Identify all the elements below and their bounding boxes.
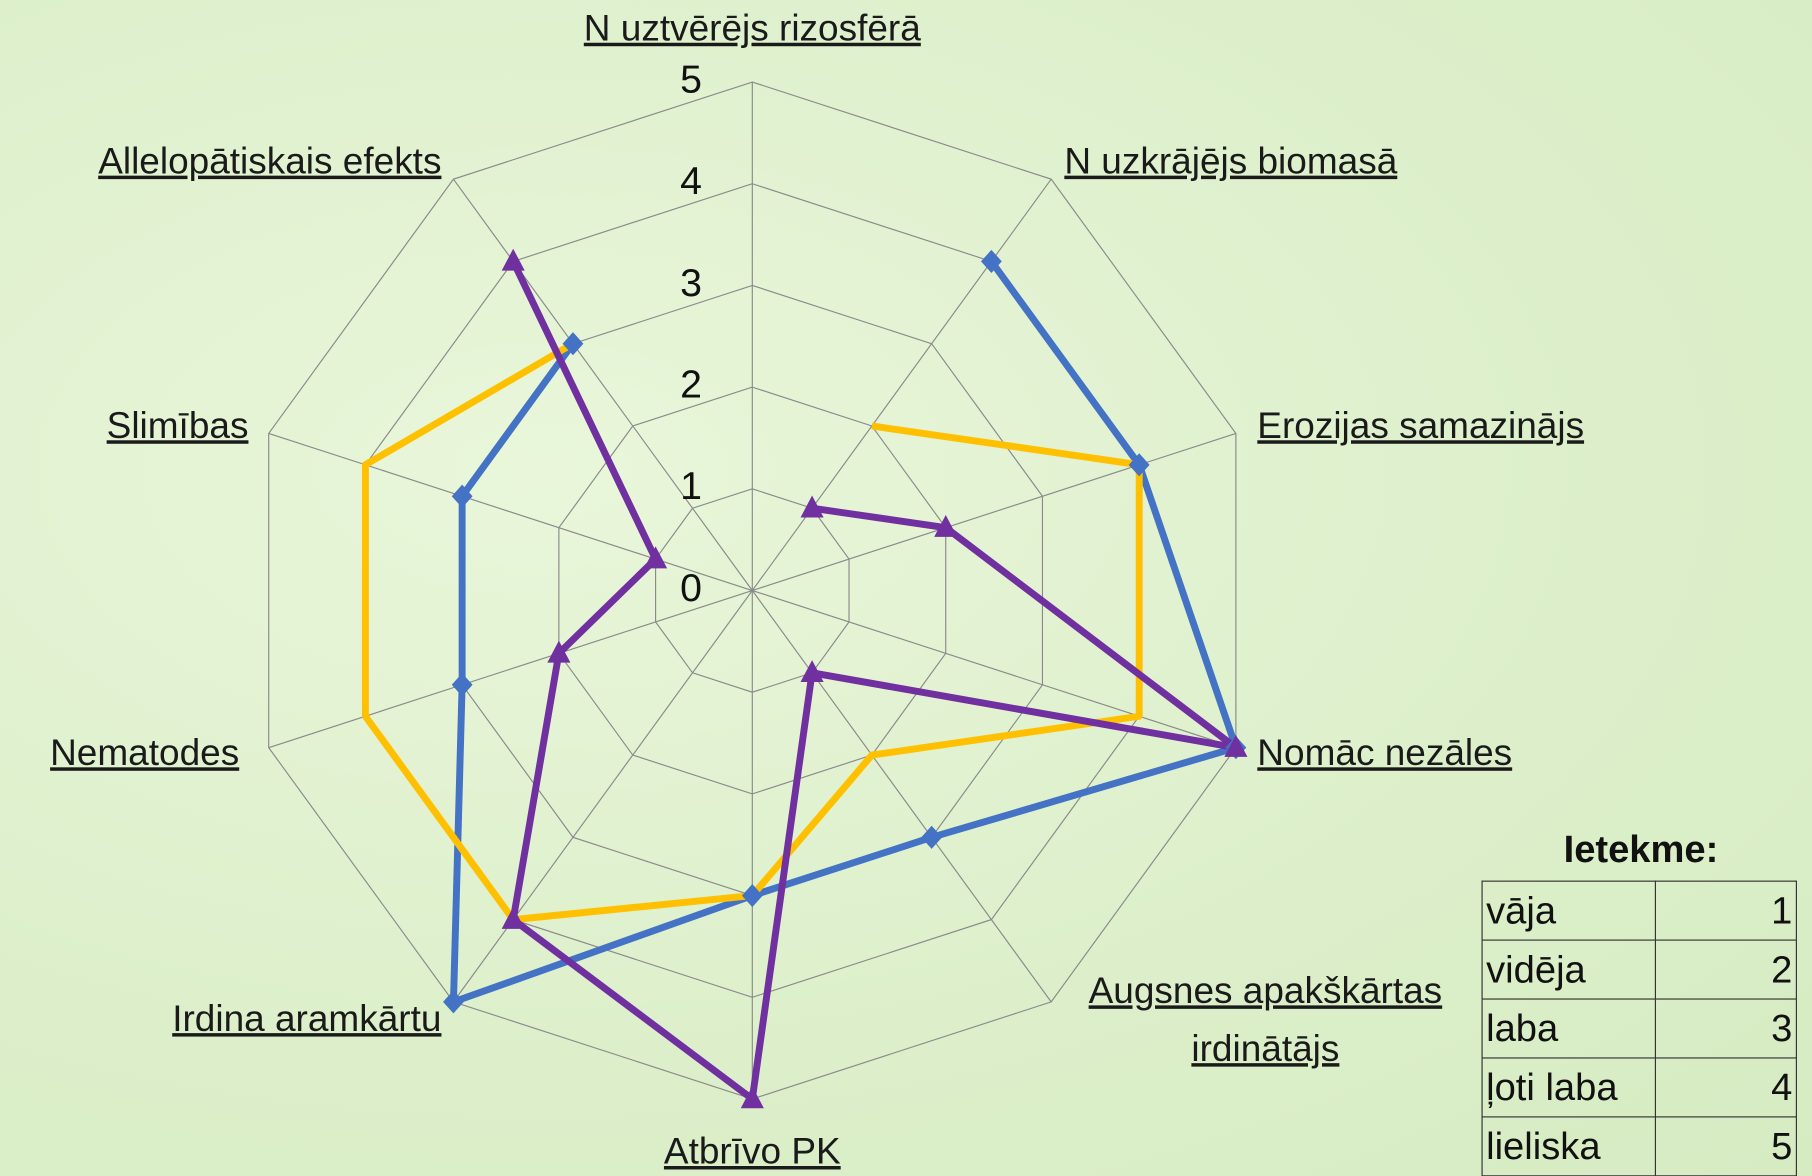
r-tick-label: 3: [680, 261, 702, 305]
spoke: [268, 589, 753, 749]
spoke: [752, 589, 1237, 749]
category-label: Irdina aramkārtu: [172, 997, 442, 1039]
table-row: ļoti laba 4: [1481, 1057, 1797, 1118]
table-cell: vidēja: [1481, 939, 1656, 1000]
r-tick-label: 2: [680, 363, 702, 407]
marker: [800, 660, 824, 683]
category-label: Atbrīvo PK: [663, 1130, 841, 1172]
table-cell: 2: [1654, 939, 1797, 1000]
spoke: [452, 178, 753, 591]
table-cell: laba: [1481, 998, 1656, 1059]
table-row: lieliska 5: [1481, 1116, 1797, 1176]
r-tick-label: 0: [680, 566, 702, 610]
marker: [934, 514, 958, 537]
category-label: Nematodes: [50, 731, 240, 774]
marker: [740, 1086, 764, 1109]
table-cell: 5: [1654, 1116, 1797, 1176]
r-tick-label: 4: [680, 159, 702, 203]
marker: [644, 546, 668, 569]
r-tick-label: 5: [680, 57, 702, 101]
table: vāja 1 vidēja 2 laba 3 ļoti laba 4 lieliska 5: [1481, 880, 1797, 1176]
marker: [451, 484, 473, 508]
spoke: [752, 432, 1237, 592]
table-title: Ietekme:: [1563, 827, 1719, 871]
marker: [451, 673, 473, 697]
marker: [501, 906, 525, 929]
table-cell: 4: [1654, 1057, 1797, 1118]
series-line: [449, 259, 1240, 1006]
marker: [921, 825, 943, 849]
table-cell: ļoti laba: [1481, 1057, 1656, 1118]
r-tick-label: 1: [680, 464, 702, 508]
table-row: vāja 1: [1481, 880, 1797, 941]
table-cell: lieliska: [1481, 1116, 1656, 1176]
category-label: N uzkrājējs biomasā: [1064, 139, 1398, 182]
marker: [547, 640, 571, 663]
table-cell: 3: [1654, 998, 1797, 1059]
spoke: [452, 590, 753, 1003]
spoke: [268, 432, 753, 592]
marker: [562, 332, 584, 356]
category-label: Augsnes apakškārtas irdinātājs: [1088, 969, 1443, 1069]
marker: [741, 884, 763, 908]
table-row: vidēja 2: [1481, 939, 1797, 1000]
marker: [443, 990, 464, 1014]
category-label: Slimības: [106, 404, 249, 447]
category-label: N uztvērējs rizosfērā: [583, 6, 921, 49]
marker: [1224, 734, 1248, 757]
marker: [980, 249, 1002, 273]
category-label: Erozijas samazinājs: [1257, 404, 1585, 447]
table-cell: vāja: [1481, 880, 1656, 941]
category-label: Allelopātiskais efekts: [98, 139, 442, 182]
spoke: [751, 178, 1052, 591]
category-label: Nomāc nezāles: [1257, 731, 1513, 774]
marker: [800, 495, 824, 518]
table-row: laba 3: [1481, 998, 1797, 1059]
marker: [501, 248, 525, 271]
spoke: [751, 590, 1052, 1003]
table-cell: 1: [1654, 880, 1797, 941]
